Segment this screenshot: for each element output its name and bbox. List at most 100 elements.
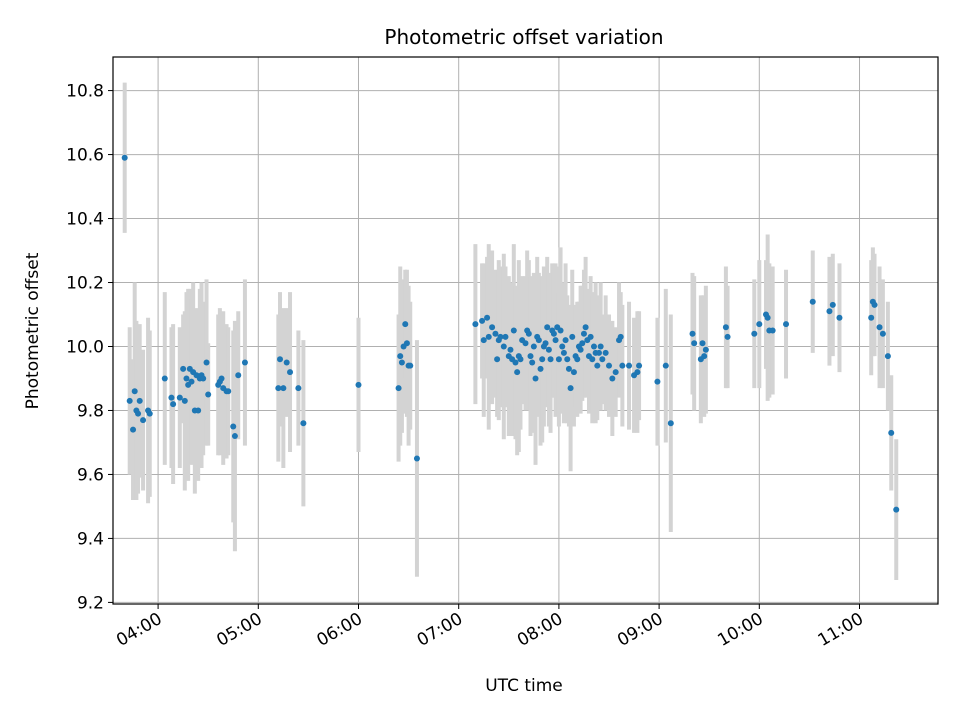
data-point <box>131 388 138 395</box>
data-point <box>636 362 643 369</box>
data-point <box>287 369 294 376</box>
data-point <box>180 365 187 372</box>
data-point <box>599 356 606 363</box>
data-point <box>769 327 776 334</box>
data-point <box>181 397 188 404</box>
data-point <box>130 426 137 433</box>
x-axis-label: UTC time <box>485 676 563 696</box>
data-point <box>560 349 567 356</box>
data-point <box>494 356 501 363</box>
data-point <box>530 343 537 350</box>
data-point <box>783 321 790 328</box>
y-tick-label: 9.6 <box>77 465 104 485</box>
x-tick-label: 06:00 <box>314 609 366 651</box>
chart-title: Photometric offset variation <box>384 25 663 49</box>
data-point <box>140 417 147 424</box>
data-point <box>275 385 282 392</box>
data-point <box>517 356 524 363</box>
data-point <box>231 433 238 440</box>
data-point <box>230 423 237 430</box>
data-point <box>836 314 843 321</box>
data-point <box>510 327 517 334</box>
data-point <box>826 308 833 315</box>
data-point <box>893 506 900 513</box>
data-point <box>567 385 574 392</box>
data-point <box>871 301 878 308</box>
data-point <box>403 340 410 347</box>
x-tick-label: 11:00 <box>815 609 867 651</box>
data-point <box>525 330 532 337</box>
data-point <box>235 372 242 379</box>
data-point <box>559 343 566 350</box>
x-tick-label: 05:00 <box>213 609 265 651</box>
data-point <box>277 356 284 363</box>
data-point <box>283 359 290 366</box>
data-point <box>200 375 207 382</box>
data-point <box>479 317 486 324</box>
data-point <box>545 346 552 353</box>
data-point <box>529 359 536 366</box>
data-point <box>701 353 708 360</box>
data-point <box>532 375 539 382</box>
data-point <box>565 365 572 372</box>
data-point <box>764 314 771 321</box>
data-point <box>888 429 895 436</box>
data-point <box>595 349 602 356</box>
data-point <box>868 314 875 321</box>
data-point <box>161 375 168 382</box>
data-point <box>300 420 307 427</box>
x-tick-label: 10:00 <box>714 609 766 651</box>
data-point <box>702 346 709 353</box>
y-tick-label: 10.4 <box>66 210 104 230</box>
data-point <box>579 340 586 347</box>
data-point <box>756 321 763 328</box>
data-point <box>225 388 232 395</box>
data-point <box>582 324 589 331</box>
y-tick-label: 9.8 <box>77 401 104 421</box>
data-point <box>413 455 420 462</box>
data-point <box>634 369 641 376</box>
data-point <box>355 381 362 388</box>
error-bars <box>122 82 899 581</box>
data-point <box>539 356 546 363</box>
data-point <box>126 397 133 404</box>
data-point <box>590 343 597 350</box>
data-point <box>557 327 564 334</box>
data-point <box>500 343 507 350</box>
data-point <box>398 359 405 366</box>
data-point <box>537 365 544 372</box>
data-point <box>407 362 414 369</box>
data-point <box>168 394 175 401</box>
data-point <box>507 346 514 353</box>
data-points <box>121 154 900 513</box>
data-point <box>654 378 661 385</box>
data-point <box>176 394 183 401</box>
data-point <box>489 324 496 331</box>
data-point <box>188 378 195 385</box>
data-point <box>203 359 210 366</box>
data-point <box>570 369 577 376</box>
data-point <box>497 333 504 340</box>
y-tick-label: 10.8 <box>66 82 104 102</box>
data-point <box>562 337 569 344</box>
data-point <box>484 314 491 321</box>
data-point <box>395 385 402 392</box>
data-point <box>121 154 128 161</box>
data-point <box>626 362 633 369</box>
data-point <box>195 407 202 414</box>
data-point <box>555 356 562 363</box>
data-point <box>691 340 698 347</box>
data-point <box>662 362 669 369</box>
data-point <box>574 356 581 363</box>
data-point <box>550 330 557 337</box>
data-point <box>594 362 601 369</box>
data-point <box>397 353 404 360</box>
data-point <box>879 330 886 337</box>
data-point <box>602 349 609 356</box>
data-point <box>577 346 584 353</box>
data-point <box>472 321 479 328</box>
data-point <box>295 385 302 392</box>
y-tick-label: 10.0 <box>66 337 104 357</box>
data-point <box>512 359 519 366</box>
